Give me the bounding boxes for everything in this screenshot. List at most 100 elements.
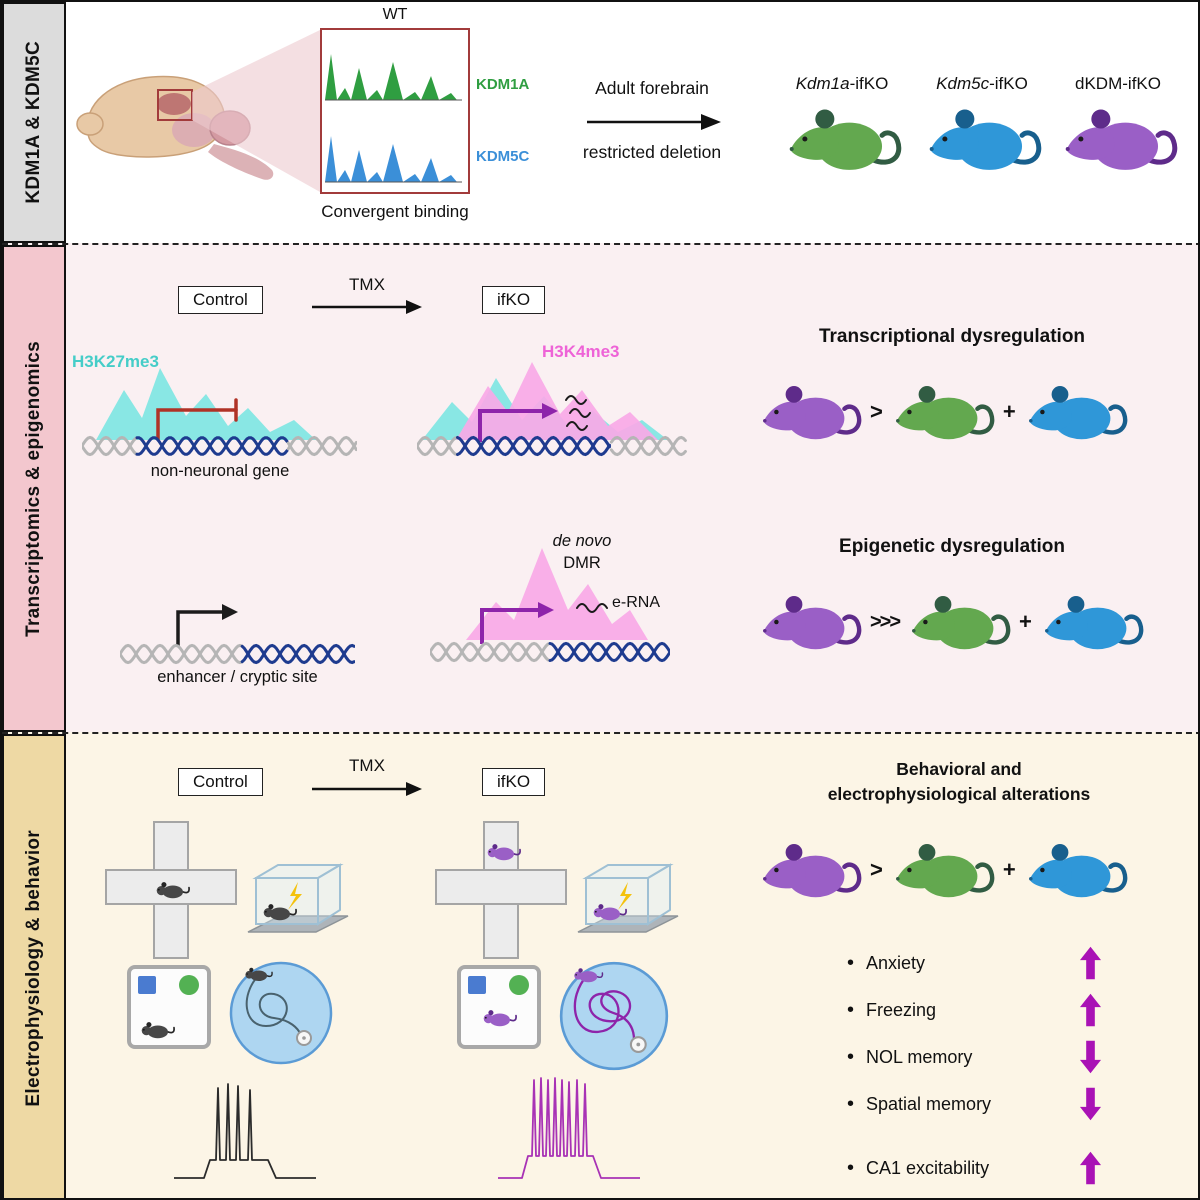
mouse-dkdm-ifko	[1065, 109, 1175, 170]
fear-chamber-control	[247, 863, 349, 933]
greater-than-operator: >	[870, 857, 883, 882]
blue-square-object	[138, 976, 156, 994]
swim-path	[573, 974, 636, 1041]
tmx-label-bottom: TMX	[349, 756, 385, 775]
plus-maze-control	[105, 821, 237, 959]
behavior-label: CA1 excitability	[866, 1157, 990, 1178]
swim-path	[245, 975, 302, 1036]
spike-trace-ifko	[498, 1077, 640, 1179]
trend-arrow-down	[1078, 1086, 1102, 1122]
behavior-item-anxiety: Anxiety	[847, 944, 1102, 982]
behavior-label: Freezing	[866, 999, 937, 1020]
dna-helix-erna	[428, 638, 672, 671]
panel-electrophysiology-behavior: Electrophysiology & behavior Control TMX…	[2, 732, 1198, 1198]
water-maze-ifko	[559, 961, 669, 1071]
dna-helix-ifko	[415, 432, 687, 465]
transcriptional-heading: Transcriptional dysregulation	[818, 326, 1086, 347]
gene-name: dKDM	[1075, 74, 1123, 93]
erna-arrow	[480, 602, 554, 644]
non-neuronal-gene-label: non-neuronal gene	[150, 462, 290, 480]
genotype-label-dkdm: dKDM-ifKO	[1048, 74, 1188, 94]
nol-box-control	[127, 965, 211, 1049]
mouse-kdm5c-ifko	[929, 109, 1039, 170]
greater-than-operator: >	[870, 399, 883, 424]
ifko-box-middle: ifKO	[482, 286, 546, 314]
deletion-arrow	[587, 114, 721, 130]
mouse-purple	[763, 596, 860, 650]
sidebar-top-label: KDM1A & KDM5C	[23, 41, 44, 204]
repressed-promoter-arrow	[156, 398, 238, 440]
mouse-blue	[1028, 386, 1125, 440]
mouse-green	[895, 844, 993, 898]
behavior-label: NOL memory	[866, 1046, 973, 1067]
h3k27me3-label: H3K27me3	[72, 352, 159, 371]
dmr-label: DMR	[563, 554, 601, 572]
behavior-label: Spatial memory	[866, 1093, 992, 1114]
sidebar-top: KDM1A & KDM5C	[2, 2, 66, 243]
green-circle-object	[509, 975, 529, 995]
bullet	[847, 1046, 866, 1069]
erna-squiggle	[576, 603, 608, 613]
kdm1a-track-label: KDM1A	[476, 76, 530, 93]
green-circle-object	[179, 975, 199, 995]
mouse-purple	[763, 386, 860, 440]
control-box-middle: Control	[178, 286, 263, 314]
mouse-purple	[763, 844, 860, 898]
brain-illustration	[76, 75, 274, 180]
panel-kdm1a-kdm5c: KDM1A & KDM5C WT KDM1A KDM5C	[2, 2, 1198, 243]
chipseq-tracks	[325, 54, 462, 183]
plus-operator: +	[1019, 609, 1032, 634]
behavior-label: Anxiety	[866, 952, 926, 973]
h3k4me3-label: H3K4me3	[542, 342, 620, 361]
gene-name: Kdm5c	[936, 74, 990, 93]
sidebar-middle: Transcriptomics & epigenomics	[2, 245, 66, 732]
convergent-binding-label: Convergent binding	[321, 202, 469, 221]
tmx-label-middle: TMX	[349, 275, 385, 294]
enhancer-arrow	[176, 604, 238, 646]
behavior-item-spatial-memory: Spatial memory	[847, 1085, 1102, 1123]
behavior-item-ca1-excitability: CA1 excitability	[847, 1149, 1102, 1187]
epigenetic-heading: Epigenetic dysregulation	[839, 536, 1065, 557]
bullet	[847, 999, 866, 1022]
genotype-label-kdm1a: Kdm1a-ifKO	[772, 74, 912, 94]
behavior-heading-line1: Behavioral and	[896, 759, 1022, 779]
much-greater-operator: >>>	[870, 611, 901, 633]
epigenetic-comparison: >>> +	[758, 586, 1144, 658]
trend-arrow-up	[1078, 992, 1102, 1028]
enhancer-label: enhancer / cryptic site	[157, 668, 318, 686]
chipseq-track-box	[320, 28, 470, 194]
trend-arrow-up	[1078, 1150, 1102, 1186]
mouse-kdm1a-ifko	[789, 109, 899, 170]
gene-suffix: -ifKO	[849, 74, 889, 93]
de-novo-dmr-peaks	[466, 548, 648, 640]
bullet	[847, 952, 866, 975]
sidebar-bottom-label: Electrophysiology & behavior	[23, 829, 44, 1107]
trend-arrow-down	[1078, 1039, 1102, 1075]
rna-squiggles	[565, 395, 591, 431]
erna-label: e-RNA	[612, 594, 661, 611]
gene-name: Kdm1a	[795, 74, 850, 93]
deletion-text-line2: restricted deletion	[582, 142, 722, 162]
transcriptional-comparison: > +	[758, 376, 1128, 448]
behavior-item-freezing: Freezing	[847, 991, 1102, 1029]
deletion-text-line1: Adult forebrain	[595, 78, 709, 98]
nol-box-ifko	[457, 965, 541, 1049]
trend-arrow-up	[1078, 945, 1102, 981]
behavior-heading-line2: electrophysiological alterations	[827, 784, 1091, 804]
kdm1a-track	[325, 54, 457, 100]
plus-maze-ifko	[435, 821, 567, 959]
genotype-label-kdm5c: Kdm5c-ifKO	[912, 74, 1052, 94]
behavior-comparison: > +	[758, 834, 1128, 906]
fear-chamber-ifko	[577, 863, 679, 933]
tmx-arrow-middle	[312, 300, 422, 314]
mouse-blue	[1044, 596, 1142, 650]
kdm5c-track-label: KDM5C	[476, 148, 530, 165]
dna-helix-non-neuronal	[80, 432, 358, 465]
panel-transcriptomics-epigenomics: Transcriptomics & epigenomics Control TM…	[2, 243, 1198, 732]
blue-square-object	[468, 976, 486, 994]
gene-suffix: -ifKO	[989, 74, 1028, 93]
tmx-arrow-bottom	[312, 782, 422, 796]
bullet	[847, 1157, 866, 1180]
sidebar-bottom: Electrophysiology & behavior	[2, 734, 66, 1198]
